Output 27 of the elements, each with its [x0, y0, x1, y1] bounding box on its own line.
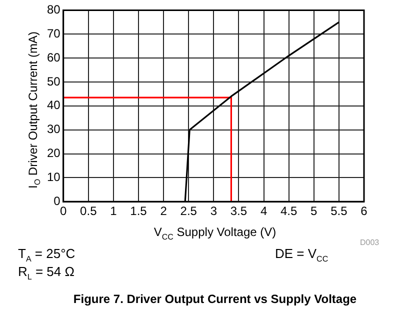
- x-tick-label: 6: [360, 204, 368, 218]
- y-tick-label: 70: [46, 26, 61, 40]
- text: DE = V$_{CC}$: [275, 246, 328, 264]
- x-tick-label: 0.5: [80, 204, 98, 218]
- y-tick-label: 30: [46, 122, 61, 136]
- x-tick-label: 3.5: [230, 204, 248, 218]
- x-tick-label: 1.5: [130, 204, 148, 218]
- y-tick-label: 50: [46, 74, 61, 88]
- x-tick-label: 4: [260, 204, 268, 218]
- y-tick-label: 10: [46, 170, 61, 184]
- y-tick-label: 40: [46, 98, 61, 112]
- x-tick-label: 4.5: [280, 204, 298, 218]
- y-tick-label: 20: [46, 146, 61, 160]
- text: Figure 7. Driver Output Current vs Supply Voltage: [73, 292, 357, 306]
- x-tick-label: 2.5: [180, 204, 198, 218]
- text: T$_{A}$ = 25°C: [18, 246, 76, 264]
- y-tick-label: 80: [46, 2, 61, 17]
- x-tick-label: 3: [210, 204, 218, 218]
- x-tick-label: 1: [110, 204, 118, 218]
- x-tick-label: 5: [310, 204, 318, 218]
- x-tick-label: 2: [160, 204, 168, 218]
- text: D003: [360, 238, 380, 247]
- x-tick-label: 5.5: [330, 204, 348, 218]
- y-tick-label: 0: [54, 194, 61, 208]
- y-tick-label: 60: [46, 50, 61, 64]
- text: R$_{L}$ = 54 Ω: [18, 264, 74, 282]
- x-axis-title: V$_{CC}$ Supply Voltage (V): [154, 225, 276, 242]
